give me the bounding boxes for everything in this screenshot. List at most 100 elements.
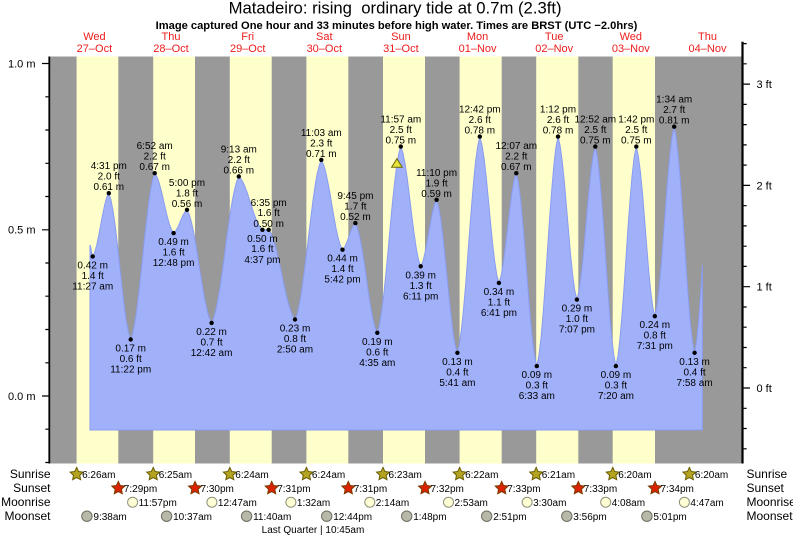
- svg-text:0.39 m: 0.39 m: [405, 270, 436, 281]
- svg-text:Sat: Sat: [316, 31, 333, 43]
- svg-text:2:50 am: 2:50 am: [277, 345, 313, 356]
- svg-text:7:33pm: 7:33pm: [584, 484, 617, 495]
- svg-text:0.8 ft: 0.8 ft: [644, 331, 666, 342]
- svg-text:12:44pm: 12:44pm: [333, 512, 372, 523]
- svg-text:0.09 m: 0.09 m: [522, 370, 553, 381]
- svg-text:6:26am: 6:26am: [82, 470, 115, 481]
- svg-text:03–Nov: 03–Nov: [612, 43, 650, 55]
- svg-text:Wed: Wed: [83, 31, 105, 43]
- svg-text:6:24am: 6:24am: [235, 470, 268, 481]
- svg-text:0.22 m: 0.22 m: [196, 327, 227, 338]
- svg-text:0.61 m: 0.61 m: [94, 182, 125, 193]
- svg-text:Moonrise: Moonrise: [1, 495, 51, 509]
- svg-text:0.8 ft: 0.8 ft: [284, 334, 306, 345]
- svg-text:2.6 ft: 2.6 ft: [469, 115, 491, 126]
- svg-text:0.7 ft: 0.7 ft: [200, 337, 222, 348]
- svg-text:4:35 am: 4:35 am: [359, 358, 395, 369]
- svg-text:3:30am: 3:30am: [533, 498, 566, 509]
- svg-text:2.5 ft: 2.5 ft: [584, 125, 606, 136]
- svg-text:4:08am: 4:08am: [612, 498, 645, 509]
- svg-text:11:57 am: 11:57 am: [380, 115, 421, 126]
- svg-text:11:10 pm: 11:10 pm: [416, 168, 457, 179]
- svg-text:6:24am: 6:24am: [312, 470, 345, 481]
- svg-text:9:13 am: 9:13 am: [221, 145, 257, 156]
- svg-text:0.19 m: 0.19 m: [362, 337, 393, 348]
- svg-text:5:01pm: 5:01pm: [653, 512, 686, 523]
- svg-text:0.49 m: 0.49 m: [158, 237, 189, 248]
- svg-text:Moonset: Moonset: [747, 509, 793, 523]
- svg-text:7:33pm: 7:33pm: [507, 484, 540, 495]
- svg-text:5:42 pm: 5:42 pm: [324, 275, 360, 286]
- svg-text:12:42 pm: 12:42 pm: [459, 105, 501, 116]
- svg-text:27–Oct: 27–Oct: [77, 43, 112, 55]
- svg-text:Fri: Fri: [241, 31, 254, 43]
- svg-text:Sun: Sun: [391, 31, 411, 43]
- svg-text:2:53am: 2:53am: [455, 498, 488, 509]
- svg-text:3:56pm: 3:56pm: [573, 512, 606, 523]
- svg-text:11:22 pm: 11:22 pm: [110, 365, 151, 376]
- svg-text:0.6 ft: 0.6 ft: [366, 347, 388, 358]
- svg-text:29–Oct: 29–Oct: [230, 43, 265, 55]
- svg-text:0.23 m: 0.23 m: [280, 324, 311, 335]
- svg-text:0.52 m: 0.52 m: [340, 212, 371, 223]
- svg-text:2.7 ft: 2.7 ft: [663, 105, 685, 116]
- svg-text:0.5 m: 0.5 m: [8, 225, 36, 237]
- svg-text:2.6 ft: 2.6 ft: [547, 115, 569, 126]
- svg-text:4:31 pm: 4:31 pm: [91, 161, 127, 172]
- svg-text:1:12 pm: 1:12 pm: [540, 105, 576, 116]
- svg-text:Image captured One hour and 33: Image captured One hour and 33 minutes b…: [156, 20, 638, 32]
- svg-text:7:31pm: 7:31pm: [354, 484, 387, 495]
- svg-text:1.9 ft: 1.9 ft: [425, 178, 447, 189]
- svg-text:0.67 m: 0.67 m: [501, 162, 532, 173]
- svg-text:0.3 ft: 0.3 ft: [605, 381, 627, 392]
- svg-text:Matadeiro: rising ordinary ti: Matadeiro: rising ordinary tide at 0.7m …: [229, 0, 562, 17]
- svg-text:4:37 pm: 4:37 pm: [244, 255, 280, 266]
- svg-text:1.6 ft: 1.6 ft: [251, 244, 273, 255]
- svg-text:2.0 ft: 2.0 ft: [98, 172, 120, 183]
- svg-text:7:30pm: 7:30pm: [201, 484, 234, 495]
- svg-text:11:40am: 11:40am: [253, 512, 291, 523]
- svg-text:0 ft: 0 ft: [757, 383, 772, 395]
- svg-text:0.71 m: 0.71 m: [306, 149, 337, 160]
- svg-text:7:29pm: 7:29pm: [124, 484, 157, 495]
- svg-text:Sunset: Sunset: [13, 481, 51, 495]
- svg-text:1:48pm: 1:48pm: [413, 512, 446, 523]
- svg-text:11:03 am: 11:03 am: [301, 128, 342, 139]
- svg-text:0.34 m: 0.34 m: [484, 287, 515, 298]
- svg-text:12:07 am: 12:07 am: [495, 141, 537, 152]
- svg-text:Thu: Thu: [162, 31, 181, 43]
- svg-text:12:42 am: 12:42 am: [191, 348, 233, 359]
- svg-text:0.75 m: 0.75 m: [580, 136, 611, 147]
- svg-text:10:37am: 10:37am: [173, 512, 212, 523]
- svg-text:0.24 m: 0.24 m: [640, 320, 671, 331]
- svg-text:Sunset: Sunset: [747, 481, 785, 495]
- svg-text:Sunrise: Sunrise: [10, 467, 51, 481]
- svg-text:1.1 ft: 1.1 ft: [488, 297, 510, 308]
- svg-text:5:41 am: 5:41 am: [439, 378, 475, 389]
- svg-text:9:45 pm: 9:45 pm: [337, 191, 373, 202]
- svg-text:0.56 m: 0.56 m: [172, 199, 203, 210]
- svg-text:1:42 pm: 1:42 pm: [618, 115, 654, 126]
- svg-text:2 ft: 2 ft: [757, 180, 772, 192]
- svg-text:6:20am: 6:20am: [618, 470, 651, 481]
- svg-text:1 ft: 1 ft: [757, 282, 772, 294]
- svg-text:28–Oct: 28–Oct: [153, 43, 188, 55]
- svg-text:2.2 ft: 2.2 ft: [505, 152, 527, 163]
- svg-text:7:32pm: 7:32pm: [431, 484, 464, 495]
- svg-text:01–Nov: 01–Nov: [459, 43, 497, 55]
- svg-text:0.59 m: 0.59 m: [421, 189, 452, 200]
- svg-text:0.0 m: 0.0 m: [8, 391, 36, 403]
- svg-text:11:27 am: 11:27 am: [72, 281, 113, 292]
- svg-text:0.66 m: 0.66 m: [224, 166, 255, 177]
- svg-text:11:57pm: 11:57pm: [139, 498, 177, 509]
- svg-text:6:41 pm: 6:41 pm: [481, 308, 517, 319]
- svg-text:6:22am: 6:22am: [465, 470, 498, 481]
- svg-text:0.4 ft: 0.4 ft: [446, 367, 468, 378]
- svg-text:0.50 m: 0.50 m: [253, 219, 284, 230]
- svg-text:2.2 ft: 2.2 ft: [228, 155, 250, 166]
- svg-text:1.6 ft: 1.6 ft: [162, 248, 184, 259]
- svg-text:6:21am: 6:21am: [542, 470, 575, 481]
- svg-text:Wed: Wed: [620, 31, 642, 43]
- svg-text:2.5 ft: 2.5 ft: [625, 125, 647, 136]
- svg-text:6:20am: 6:20am: [695, 470, 728, 481]
